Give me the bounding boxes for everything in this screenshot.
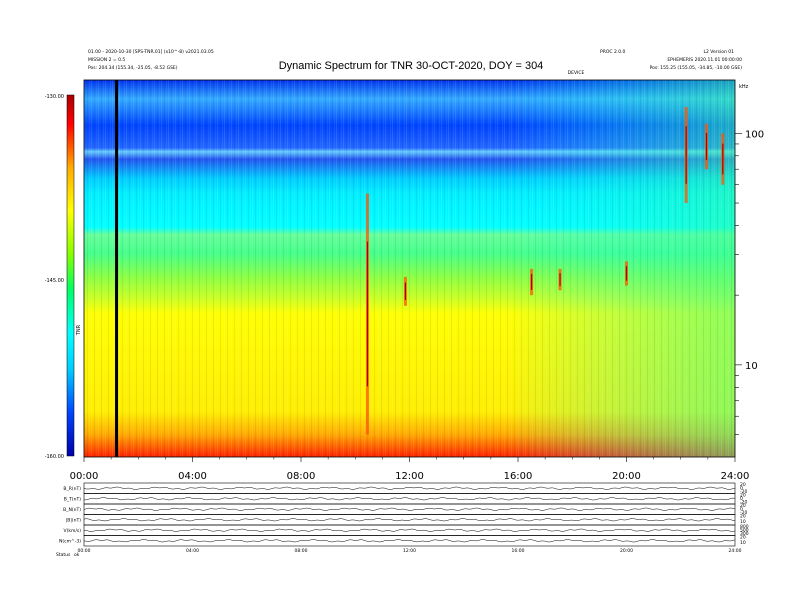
panel-label: B_T(nT) — [64, 497, 81, 503]
panel-label: B_R(nT) — [63, 486, 81, 492]
spectrogram-texture — [84, 80, 735, 457]
radio-burst-core — [404, 282, 407, 300]
panel-frame — [83, 535, 736, 547]
radio-burst-core — [685, 126, 687, 184]
panel-tick-label: 0 — [740, 507, 743, 513]
panel-tick-label: 0 — [740, 486, 743, 492]
panel-tick-label: 500 — [740, 528, 749, 534]
colorbar-tick-top: -130.00 — [45, 94, 64, 100]
bottom-x-tick-label: 24:00 — [729, 548, 742, 554]
radio-burst-core — [722, 143, 724, 175]
x-axis: 00:00 04:00 08:00 12:00 16:00 20:00 24:00 — [70, 457, 750, 482]
bottom-x-tick-label: 20:00 — [620, 548, 633, 554]
header-right-short: PROC 2.0.0 — [600, 49, 626, 55]
bottom-x-tick-label: 16:00 — [512, 548, 525, 554]
panel-tick-label: 0 — [740, 496, 743, 502]
panel-tick-label: -20 — [740, 489, 747, 495]
time-series-panels: B_R(nT)200-20B_T(nT)200-20B_N(nT)200-20|… — [59, 482, 749, 547]
header-left-line-2: MISSION 2 = 0.5 — [88, 57, 125, 63]
colorbar-label: TNR — [76, 324, 82, 336]
radio-bursts — [365, 106, 725, 435]
panel-tick-label: -20 — [740, 510, 747, 516]
panel-frame — [83, 482, 736, 494]
panel-label: V(km/s) — [64, 528, 82, 534]
header-left: 01.00 - 2020-10-30 [SPS-TNR.01] (x10^-8)… — [88, 49, 214, 71]
radio-burst-core — [625, 266, 628, 281]
bottom-x-axis: 00:00 04:00 08:00 12:00 16:00 20:00 24:00 — [78, 548, 742, 554]
y-unit-label: kHz — [739, 84, 749, 90]
panel-trace — [83, 518, 736, 522]
header-left-line-1: 01.00 - 2020-10-30 [SPS-TNR.01] (x10^-8)… — [88, 49, 214, 55]
panel-tick-label: 20 — [740, 482, 746, 488]
y-tick-label: 100 — [745, 129, 764, 140]
header-right-line-2: EPHEMERIS 2020.11.01 00:00:00 — [667, 57, 742, 63]
header-right-line-1: L2 Version 01 — [703, 49, 734, 55]
x-tick-label: 12:00 — [395, 471, 424, 482]
header-left-line-3: Pos: 204.34 (155.34, -25.05, -8.52 GSE) — [88, 65, 178, 71]
radio-burst-core — [559, 273, 561, 286]
footer-value: ok — [74, 552, 80, 558]
panel-tick-label: 10 — [740, 519, 746, 525]
radio-burst-core — [366, 241, 369, 387]
data-gap-line — [115, 80, 119, 457]
spectrogram — [83, 79, 736, 458]
radio-burst-core — [530, 274, 533, 290]
x-tick-label: 08:00 — [287, 471, 316, 482]
panel-trace — [83, 539, 736, 543]
panel-trace — [83, 528, 736, 532]
x-tick-label: 20:00 — [612, 471, 641, 482]
panel-label: B_N(nT) — [63, 507, 81, 513]
panel-tick-label: 10 — [740, 540, 746, 546]
header-right: PROC 2.0.0 L2 Version 01 EPHEMERIS 2020.… — [600, 49, 742, 71]
chart-title: Dynamic Spectrum for TNR 30-OCT-2020, DO… — [279, 60, 544, 72]
panel-frame — [83, 514, 736, 526]
x-tick-label: 16:00 — [504, 471, 533, 482]
bottom-x-tick-label: 04:00 — [186, 548, 199, 554]
panel-tick-label: 300 — [740, 531, 749, 537]
y-axis: 100 10 — [735, 129, 764, 435]
panel-tick-label: 20 — [740, 493, 746, 499]
x-tick-label: 00:00 — [70, 471, 99, 482]
colorbar-tick-bottom: -160.00 — [45, 454, 64, 460]
bottom-x-tick-label: 08:00 — [295, 548, 308, 554]
panel-label: N(cm^-3) — [59, 539, 81, 545]
x-tick-label: 24:00 — [721, 471, 750, 482]
header-right-line-3: Pos: 155.25 (155.05, -34.85, -10.00 GSE) — [650, 65, 743, 71]
bottom-x-tick-label: 00:00 — [78, 548, 91, 554]
panel-tick-label: -20 — [740, 500, 747, 506]
y-tick-label: 10 — [745, 361, 758, 372]
panel-trace — [83, 507, 736, 511]
radio-burst-core — [705, 132, 708, 161]
panel-trace — [83, 486, 736, 490]
x-title: DEVICE — [568, 70, 585, 76]
bottom-x-tick-label: 12:00 — [403, 548, 416, 554]
panel-trace — [83, 497, 736, 501]
footer-label: Status — [56, 552, 71, 558]
panel-tick-label: 800 — [740, 524, 749, 530]
panel-tick-label: 20 — [740, 514, 746, 520]
colorbar — [66, 94, 75, 457]
panel-tick-label: 20 — [740, 503, 746, 509]
panel-label: |B|(nT) — [66, 518, 81, 524]
panel-tick-label: 20 — [740, 535, 746, 541]
x-tick-label: 04:00 — [178, 471, 207, 482]
colorbar-tick-mid: -145.00 — [45, 278, 64, 284]
